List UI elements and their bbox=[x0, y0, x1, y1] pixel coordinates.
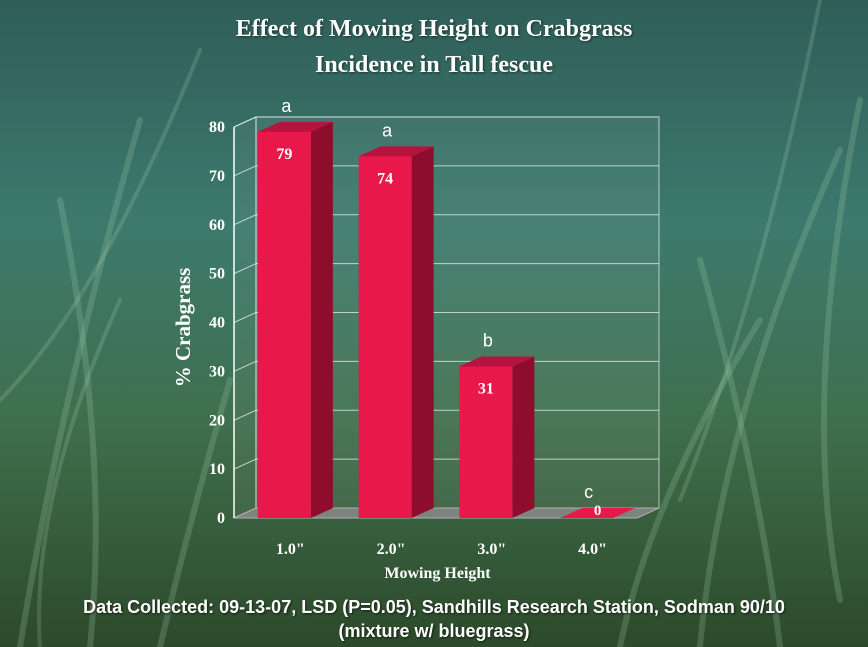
y-tick-label: 60 bbox=[209, 217, 225, 234]
bar-top bbox=[257, 121, 333, 132]
chart-title-line-1: Effect of Mowing Height on Crabgrass bbox=[235, 16, 633, 42]
bar-top bbox=[358, 146, 434, 157]
x-tick-label: 1.0" bbox=[276, 541, 305, 558]
bar bbox=[459, 366, 513, 518]
footer-note-line-2: (mixture w/ bluegrass) bbox=[338, 621, 530, 641]
y-tick-label: 0 bbox=[217, 510, 225, 527]
footer-note-line-1: Data Collected: 09-13-07, LSD (P=0.05), … bbox=[83, 597, 785, 617]
bar bbox=[560, 508, 636, 518]
significance-letter: c bbox=[584, 482, 593, 502]
significance-letter: a bbox=[382, 120, 393, 140]
x-tick-label: 4.0" bbox=[578, 541, 607, 558]
y-tick-label: 80 bbox=[209, 119, 225, 136]
x-axis-label: Mowing Height bbox=[384, 565, 491, 582]
y-tick-label: 70 bbox=[209, 168, 225, 185]
y-tick-label: 30 bbox=[209, 363, 225, 380]
bar-value-label: 79 bbox=[276, 146, 292, 163]
y-tick-label: 50 bbox=[209, 266, 225, 283]
gridline bbox=[233, 263, 659, 275]
x-tick-label: 3.0" bbox=[477, 541, 506, 558]
gridline bbox=[233, 214, 659, 226]
gridline bbox=[233, 165, 659, 177]
bar-side bbox=[310, 121, 333, 518]
significance-letter: b bbox=[483, 330, 493, 350]
bar-value-label: 74 bbox=[377, 170, 393, 187]
chart-title-line-2: Incidence in Tall fescue bbox=[314, 52, 554, 78]
significance-letter: a bbox=[281, 96, 292, 116]
y-tick-label: 10 bbox=[209, 461, 225, 478]
bar-value-label: 0 bbox=[594, 503, 602, 519]
gridline bbox=[233, 116, 659, 128]
gridline bbox=[233, 312, 659, 323]
y-tick-label: 20 bbox=[209, 412, 225, 429]
bar bbox=[257, 131, 311, 518]
y-axis-label: % Crabgrass bbox=[171, 268, 195, 388]
bar-value-label: 31 bbox=[478, 380, 494, 397]
x-tick-label: 2.0" bbox=[377, 541, 406, 558]
bar-top bbox=[459, 356, 535, 367]
y-tick-label: 40 bbox=[209, 315, 225, 332]
bar-side bbox=[411, 146, 434, 518]
bar-side bbox=[512, 356, 535, 518]
bar bbox=[358, 156, 412, 518]
